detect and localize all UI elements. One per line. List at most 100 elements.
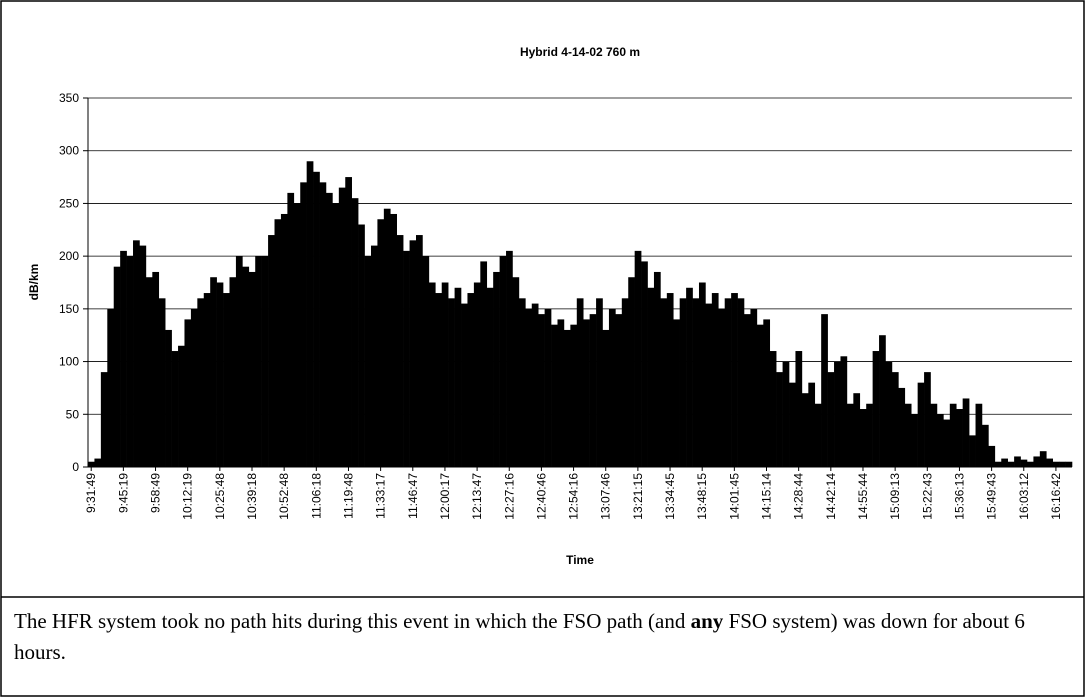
x-tick-label: 11:19:48 xyxy=(341,473,355,519)
bar xyxy=(133,240,140,467)
bar xyxy=(261,256,269,467)
y-tick-label: 300 xyxy=(59,144,79,158)
bar xyxy=(692,298,700,467)
x-tick-label: 9:58:49 xyxy=(149,473,163,513)
bar xyxy=(1052,461,1060,467)
bar xyxy=(145,277,153,467)
bar xyxy=(583,319,590,467)
bar xyxy=(679,298,687,467)
bar xyxy=(486,287,494,467)
bar xyxy=(621,298,629,467)
bar xyxy=(409,240,417,467)
bar xyxy=(846,403,854,467)
x-tick-label: 14:42:14 xyxy=(824,473,838,520)
bar xyxy=(210,277,217,467)
bar xyxy=(435,293,443,467)
bar xyxy=(1014,456,1021,467)
bar xyxy=(653,271,661,467)
bar xyxy=(100,372,108,467)
bar xyxy=(930,403,938,467)
bar xyxy=(808,382,816,467)
bar xyxy=(178,345,185,467)
x-tick-label: 16:16:42 xyxy=(1049,473,1063,520)
x-tick-label: 13:34:45 xyxy=(663,473,677,520)
bar xyxy=(596,298,603,467)
bar xyxy=(917,382,925,467)
bar xyxy=(885,361,893,467)
bar xyxy=(673,319,680,467)
bar xyxy=(602,329,610,467)
y-axis-label: dB/km xyxy=(27,264,41,301)
x-tick-label: 10:39:18 xyxy=(245,473,259,520)
bar xyxy=(834,361,841,467)
bar xyxy=(319,182,327,468)
x-tick-label: 14:15:14 xyxy=(760,473,774,520)
bar xyxy=(88,461,95,467)
bar xyxy=(827,372,835,467)
bar xyxy=(666,293,674,467)
bar xyxy=(113,266,121,467)
x-tick-label: 10:12:19 xyxy=(181,473,195,520)
x-tick-label: 9:45:19 xyxy=(116,473,130,513)
bar xyxy=(422,256,430,467)
bar xyxy=(711,293,719,467)
bar xyxy=(248,271,256,467)
bar xyxy=(454,287,462,467)
bar xyxy=(969,435,976,467)
bar xyxy=(801,393,809,467)
bar xyxy=(223,293,230,467)
x-tick-label: 15:36:13 xyxy=(952,473,966,520)
bar xyxy=(544,308,552,467)
bar xyxy=(107,308,115,467)
bar xyxy=(441,282,449,467)
y-tick-label: 350 xyxy=(59,91,79,105)
bar xyxy=(1046,458,1054,467)
bar xyxy=(949,403,957,467)
y-tick-label: 250 xyxy=(59,196,79,210)
bar xyxy=(718,308,726,467)
bar xyxy=(197,298,205,467)
bar xyxy=(203,293,211,467)
bar xyxy=(1059,461,1066,467)
x-tick-label: 11:06:18 xyxy=(309,473,323,519)
bar xyxy=(853,393,861,467)
x-tick-label: 13:48:15 xyxy=(695,473,709,520)
bar xyxy=(1039,451,1047,467)
bar xyxy=(229,277,237,467)
bar xyxy=(1065,461,1073,467)
bar xyxy=(814,403,822,467)
bar xyxy=(293,203,301,467)
bar xyxy=(705,303,713,467)
bar xyxy=(789,382,796,467)
bar xyxy=(396,235,404,467)
bar xyxy=(1007,461,1015,467)
bar xyxy=(981,424,989,467)
bar xyxy=(332,203,340,467)
bar xyxy=(776,372,783,467)
bar xyxy=(686,287,693,467)
bar xyxy=(557,319,565,467)
y-tick-label: 200 xyxy=(59,249,79,263)
bar xyxy=(975,403,983,467)
bar xyxy=(866,403,873,467)
bar xyxy=(287,192,295,467)
bar xyxy=(763,319,771,467)
bar xyxy=(493,271,500,467)
bar xyxy=(403,250,410,467)
bar xyxy=(165,329,172,467)
bar xyxy=(956,409,963,467)
bar xyxy=(242,266,250,467)
bar xyxy=(840,356,848,467)
x-tick-label: 15:49:43 xyxy=(985,473,999,520)
bar xyxy=(1020,459,1028,467)
bar xyxy=(390,213,398,467)
bar xyxy=(795,351,803,467)
bar xyxy=(988,445,996,467)
bar xyxy=(563,329,571,467)
bar xyxy=(152,271,160,467)
x-tick-label: 10:25:48 xyxy=(213,473,227,520)
x-tick-label: 15:09:13 xyxy=(888,473,902,520)
bar xyxy=(750,308,758,467)
bar xyxy=(660,298,668,467)
